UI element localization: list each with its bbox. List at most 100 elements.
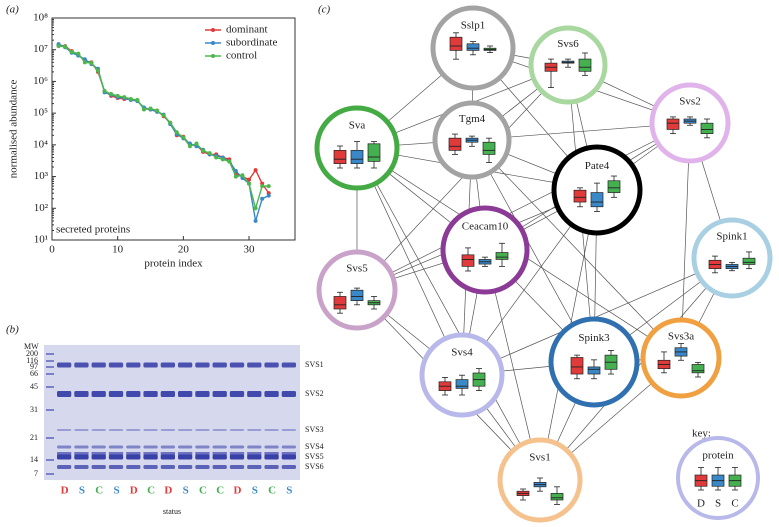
- box: [448, 137, 462, 151]
- ladder-band: [46, 459, 54, 461]
- box: [666, 118, 680, 130]
- node-label: Spink1: [716, 231, 747, 243]
- gel-band: [212, 465, 227, 469]
- gel-band: [143, 391, 158, 397]
- x-tick-label: 30: [244, 244, 256, 256]
- edge: [356, 147, 541, 481]
- gel-band: [74, 362, 89, 368]
- data-point: [201, 148, 206, 153]
- gel-band: [91, 445, 106, 449]
- node-label: Svs2: [679, 96, 700, 108]
- y-tick-label: 10⁴: [33, 138, 48, 150]
- ladder-band: [46, 437, 54, 439]
- x-tick-label: 10: [112, 244, 124, 256]
- mw-label: 31: [30, 405, 38, 414]
- data-point: [240, 173, 245, 178]
- gel-band: [212, 429, 227, 431]
- data-point: [63, 44, 68, 49]
- ladder-band: [46, 409, 54, 411]
- box: [466, 43, 480, 51]
- ladder-band: [46, 353, 54, 355]
- box: [333, 296, 347, 310]
- box: [570, 357, 584, 375]
- gel-band: [126, 445, 141, 449]
- ladder-band: [46, 360, 54, 362]
- gel-band: [126, 362, 141, 368]
- data-point: [122, 95, 127, 100]
- box: [461, 254, 475, 267]
- mw-label: 21: [30, 433, 38, 442]
- gel-band: [178, 445, 193, 449]
- gel-band: [195, 362, 210, 368]
- mw-label: 116: [26, 356, 38, 365]
- gel-band: [108, 452, 124, 455]
- node: [691, 217, 773, 299]
- data-point: [128, 96, 133, 101]
- gel-band: [74, 465, 89, 469]
- box: [455, 379, 469, 389]
- key-group: D: [697, 498, 705, 510]
- gel-band: [57, 391, 72, 397]
- plot-frame: [51, 17, 296, 241]
- gel-band: [229, 362, 245, 368]
- lane-label: C: [95, 485, 103, 497]
- gel-band: [178, 362, 193, 368]
- gel-band: [229, 391, 245, 397]
- lane-label: D: [61, 485, 69, 497]
- gel-band: [195, 465, 210, 469]
- gel-band: [143, 465, 158, 469]
- x-tick-label: 0: [49, 244, 55, 256]
- x-axis-label: protein index: [144, 258, 203, 270]
- gel-band: [264, 429, 279, 431]
- box: [742, 257, 756, 265]
- gel-band: [247, 445, 262, 449]
- data-point: [233, 174, 238, 179]
- gel-band: [74, 452, 89, 455]
- lane-label: S: [183, 485, 189, 497]
- mw-label: 200: [26, 349, 38, 358]
- box: [550, 493, 564, 501]
- data-point: [109, 92, 114, 97]
- gel-band: [195, 445, 210, 449]
- gel-band: [143, 454, 158, 460]
- data-point: [155, 108, 160, 113]
- data-point: [168, 120, 173, 125]
- data-point: [161, 113, 166, 118]
- lane-label: D: [130, 485, 138, 497]
- mw-label: 45: [30, 382, 38, 391]
- legend-marker: [211, 28, 215, 32]
- gel-band: [143, 452, 158, 455]
- legend-marker: [211, 54, 215, 58]
- gel-band: [178, 454, 193, 460]
- node-label: Pate4: [585, 160, 610, 172]
- key-group: C: [731, 498, 738, 510]
- mw-label: 97: [30, 362, 38, 371]
- node-label: Tgm4: [459, 113, 486, 125]
- node-label: Svs3a: [668, 331, 694, 343]
- edge: [471, 139, 682, 359]
- data-point: [207, 151, 212, 156]
- gel-band: [247, 362, 262, 368]
- data-point: [260, 196, 265, 201]
- box: [482, 141, 496, 155]
- y-tick-label: 10³: [34, 170, 49, 182]
- gel-band: [126, 452, 141, 455]
- box: [495, 252, 509, 260]
- box: [449, 36, 463, 51]
- data-point: [82, 60, 87, 65]
- node-label: Svs1: [529, 452, 550, 464]
- lane-label: S: [113, 485, 119, 497]
- gel-band: [178, 465, 193, 469]
- data-point: [76, 51, 81, 56]
- gel-band: [247, 465, 262, 469]
- gel-band: [57, 429, 72, 431]
- gel-band: [229, 454, 245, 460]
- gel-band: [264, 454, 279, 460]
- gel-band: [281, 391, 296, 397]
- gel-band: [281, 454, 296, 460]
- gel-band: [108, 362, 124, 368]
- data-point: [194, 141, 199, 146]
- key-title: key:: [692, 428, 711, 440]
- data-point: [214, 155, 219, 160]
